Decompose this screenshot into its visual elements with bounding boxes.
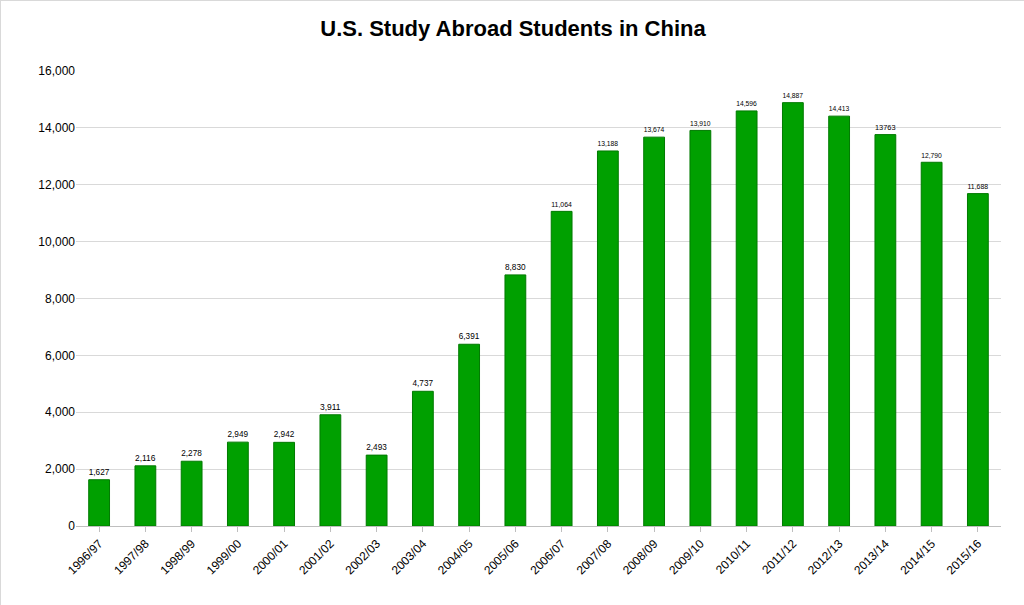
svg-text:6,391: 6,391 (459, 332, 480, 341)
svg-text:2011/12: 2011/12 (759, 537, 799, 577)
svg-text:2004/05: 2004/05 (435, 537, 476, 578)
svg-text:2008/09: 2008/09 (620, 537, 661, 578)
svg-text:12,790: 12,790 (921, 152, 942, 159)
svg-text:2,493: 2,493 (366, 443, 387, 452)
svg-text:2009/10: 2009/10 (666, 537, 707, 578)
svg-text:2003/04: 2003/04 (389, 537, 430, 578)
svg-text:13,910: 13,910 (690, 120, 711, 127)
svg-text:12,000: 12,000 (38, 178, 75, 192)
svg-text:0: 0 (68, 519, 75, 533)
svg-text:2006/07: 2006/07 (527, 537, 568, 578)
svg-text:4,737: 4,737 (412, 379, 433, 388)
svg-text:11,064: 11,064 (551, 201, 572, 208)
svg-text:2007/08: 2007/08 (574, 537, 615, 578)
svg-text:1998/99: 1998/99 (157, 537, 198, 578)
svg-text:2,116: 2,116 (135, 453, 156, 463)
svg-text:8,830: 8,830 (505, 263, 526, 272)
svg-text:2010/11: 2010/11 (713, 537, 753, 577)
svg-text:14,413: 14,413 (829, 105, 850, 112)
svg-text:13,674: 13,674 (644, 126, 665, 133)
svg-text:14,000: 14,000 (38, 121, 75, 135)
svg-text:2005/06: 2005/06 (481, 537, 522, 578)
svg-text:1997/98: 1997/98 (111, 537, 152, 578)
svg-text:11,688: 11,688 (967, 183, 988, 190)
svg-text:1999/00: 1999/00 (204, 537, 245, 578)
svg-text:2,278: 2,278 (181, 449, 202, 458)
svg-text:13,188: 13,188 (597, 140, 618, 147)
svg-text:2000/01: 2000/01 (250, 537, 291, 578)
svg-text:8,000: 8,000 (45, 292, 75, 306)
svg-text:16,000: 16,000 (38, 64, 75, 78)
svg-text:2,000: 2,000 (45, 462, 75, 476)
svg-text:2002/03: 2002/03 (342, 537, 383, 578)
svg-text:1,627: 1,627 (89, 468, 110, 477)
svg-text:13763: 13763 (875, 123, 896, 132)
svg-text:3,911: 3,911 (320, 402, 341, 412)
svg-text:10,000: 10,000 (38, 235, 75, 249)
svg-text:4,000: 4,000 (45, 405, 75, 419)
svg-text:1996/97: 1996/97 (65, 537, 106, 578)
svg-text:2015/16: 2015/16 (944, 537, 985, 578)
svg-text:2,942: 2,942 (274, 430, 295, 439)
svg-text:2013/14: 2013/14 (851, 537, 892, 578)
svg-text:2014/15: 2014/15 (897, 537, 938, 578)
svg-text:U.S. Study Abroad Students in: U.S. Study Abroad Students in China (320, 16, 706, 41)
svg-text:14,596: 14,596 (736, 100, 757, 107)
svg-text:6,000: 6,000 (45, 349, 75, 363)
svg-text:14,887: 14,887 (782, 92, 803, 99)
svg-text:2,949: 2,949 (227, 430, 248, 439)
svg-text:2001/02: 2001/02 (296, 537, 337, 578)
svg-text:2012/13: 2012/13 (805, 537, 846, 578)
